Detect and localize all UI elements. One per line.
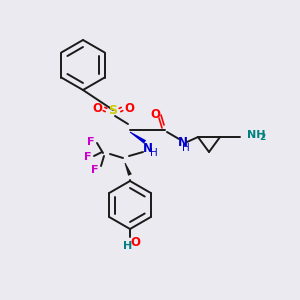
- Text: F: F: [84, 152, 92, 162]
- Text: F: F: [91, 165, 99, 175]
- Polygon shape: [130, 132, 146, 144]
- Text: O: O: [150, 109, 160, 122]
- Polygon shape: [124, 163, 132, 176]
- Text: 2: 2: [259, 134, 265, 142]
- Text: S: S: [109, 103, 118, 116]
- Text: NH: NH: [247, 130, 266, 140]
- Text: H: H: [123, 241, 133, 251]
- Text: O: O: [124, 103, 134, 116]
- Text: N: N: [143, 142, 153, 154]
- Text: N: N: [178, 136, 188, 148]
- Text: H: H: [182, 143, 190, 153]
- Text: H: H: [150, 148, 158, 158]
- Text: O: O: [92, 103, 102, 116]
- Text: O: O: [130, 236, 140, 250]
- Text: F: F: [87, 137, 95, 147]
